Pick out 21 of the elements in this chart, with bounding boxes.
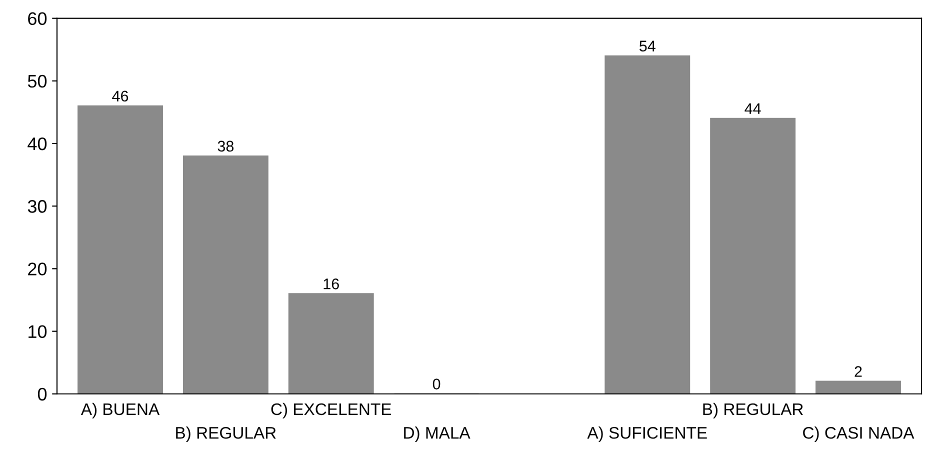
y-tick-label: 20 [28, 262, 47, 276]
data-label: 38 [218, 140, 234, 152]
x-tick-label: C) EXCELENTE [271, 402, 392, 418]
x-tick-label: B) REGULAR [703, 402, 803, 418]
data-label: 2 [854, 366, 862, 377]
y-tick-label: 40 [28, 137, 47, 150]
x-tick-label: C) CASI NADA [803, 426, 914, 442]
y-tick-label: 50 [28, 74, 47, 88]
x-tick-label: B) REGULAR [176, 426, 276, 442]
y-tick-label: 10 [28, 325, 47, 338]
data-label: 16 [324, 278, 339, 290]
data-label: 0 [432, 378, 440, 390]
data-label: 54 [640, 40, 656, 52]
y-tick-label: 30 [28, 200, 47, 213]
x-tick-label: A) BUENA [80, 402, 160, 418]
x-tick-label: D) MALA [404, 426, 470, 442]
x-tick-label: A) SUFICIENTE [587, 426, 707, 442]
y-tick-label: 0 [38, 388, 47, 401]
y-tick-label: 60 [28, 12, 47, 26]
data-label: 44 [744, 103, 761, 114]
data-label: 46 [112, 90, 128, 102]
